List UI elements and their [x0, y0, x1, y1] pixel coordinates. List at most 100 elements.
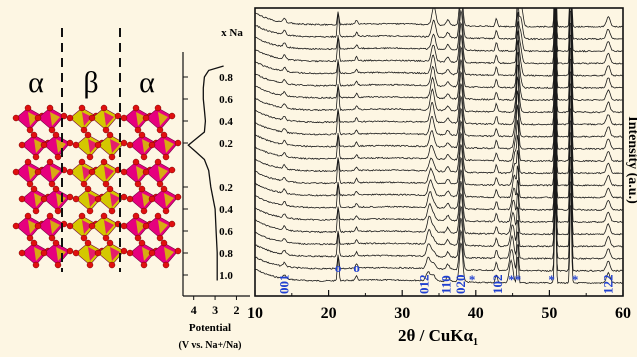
- structure-polyhedron-facet: [88, 139, 98, 153]
- xrd-x-tick-label: 20: [321, 305, 337, 322]
- structure-atom: [66, 114, 74, 122]
- structure-atom: [40, 249, 48, 257]
- structure-polyhedron-facet: [50, 112, 60, 126]
- structure-atom: [54, 207, 62, 215]
- structure-atom: [60, 112, 68, 120]
- structure-atom: [108, 153, 116, 161]
- xrd-pattern-trace: [255, 70, 623, 163]
- structure-atom: [72, 195, 80, 203]
- structure-atom: [140, 153, 148, 161]
- structure-atom: [120, 247, 128, 255]
- xrd-pattern-trace: [255, 119, 623, 212]
- structure-atom: [30, 185, 38, 193]
- structure-atom: [120, 193, 128, 201]
- structure-atom: [102, 180, 110, 188]
- potential-y-axis-label: x Na: [221, 27, 243, 39]
- structure-atom: [34, 222, 42, 230]
- structure-atom: [84, 239, 92, 247]
- structure-atom: [148, 249, 156, 257]
- structure-atom: [174, 193, 182, 201]
- structure-atom: [46, 212, 54, 220]
- xrd-pattern-trace: [255, 144, 623, 236]
- structure-atom: [162, 153, 170, 161]
- structure-atom: [52, 131, 60, 139]
- structure-atom: [138, 185, 146, 193]
- impurity-marker-star: *: [469, 272, 476, 287]
- impurity-marker-star: **: [508, 272, 521, 287]
- potential-x-axis-unit: (V vs. Na+/Na): [178, 340, 241, 351]
- structure-atom: [80, 180, 88, 188]
- structure-atom: [32, 261, 40, 269]
- structure-atom: [24, 158, 32, 166]
- miller-index-label: 001: [276, 275, 291, 295]
- xrd-pattern-trace: [255, 8, 623, 65]
- potential-y-tick-label: 0.6: [219, 94, 233, 106]
- potential-y-tick-label: 0.6: [219, 226, 233, 238]
- xrd-pattern-trace: [255, 9, 623, 102]
- structure-polyhedron-facet: [158, 166, 168, 180]
- structure-atom: [142, 114, 150, 122]
- miller-index-label: 102: [490, 275, 505, 295]
- structure-atom: [66, 193, 74, 201]
- structure-polyhedron-facet: [34, 247, 44, 261]
- structure-atom: [46, 104, 54, 112]
- potential-y-tick-label: 0.4: [219, 204, 233, 216]
- structure-atom: [32, 153, 40, 161]
- xrd-pattern-trace: [255, 83, 623, 175]
- structure-atom: [160, 185, 168, 193]
- potential-y-tick-label: 0.4: [219, 116, 233, 128]
- miller-index-label: 012: [416, 275, 431, 295]
- structure-atom: [134, 180, 142, 188]
- structure-polyhedron-facet: [110, 247, 120, 261]
- structure-atom: [18, 195, 26, 203]
- structure-atom: [140, 261, 148, 269]
- structure-atom: [18, 141, 26, 149]
- phase-label-alpha-right: α: [139, 66, 155, 99]
- structure-atom: [78, 212, 86, 220]
- structure-atom: [52, 185, 60, 193]
- potential-plot: x Na 0.8 0.6 0.4 0.2 0.2 0.4 0.6 0.8 1.0 4 3 2 Pot…: [178, 27, 250, 351]
- xrd-y-axis-label: Intensity (a.u.): [625, 116, 637, 204]
- structure-polyhedron-facet: [34, 139, 44, 153]
- potential-x-tick-label: 4: [191, 303, 197, 317]
- structure-atom: [100, 104, 108, 112]
- potential-y-tick-label: 0.8: [219, 248, 233, 260]
- structure-atom: [154, 158, 162, 166]
- structure-atom: [160, 131, 168, 139]
- structure-polyhedron-facet: [28, 220, 38, 234]
- xrd-pattern-trace: [255, 46, 623, 138]
- structure-atom: [156, 126, 164, 134]
- structure-atom: [162, 261, 170, 269]
- phase-label-alpha-left: α: [28, 66, 44, 99]
- structure-atom: [94, 195, 102, 203]
- structure-atom: [12, 114, 20, 122]
- xrd-pattern-trace: [255, 8, 623, 53]
- structure-atom: [126, 141, 134, 149]
- structure-atom: [108, 261, 116, 269]
- xrd-pattern-trace: [255, 8, 623, 41]
- potential-x-axis-label: Potential: [189, 322, 231, 334]
- structure-atom: [174, 139, 182, 147]
- structure-polyhedron-facet: [88, 193, 98, 207]
- structure-atom: [156, 234, 164, 242]
- structure-atom: [48, 180, 56, 188]
- structure-atom: [168, 166, 176, 174]
- xrd-x-tick-label: 60: [615, 305, 631, 322]
- structure-polyhedron-facet: [82, 220, 92, 234]
- structure-atom: [100, 212, 108, 220]
- structure-atom: [54, 261, 62, 269]
- structure-atom: [114, 112, 122, 120]
- structure-atom: [88, 114, 96, 122]
- structure-atom: [66, 168, 74, 176]
- xrd-x-tick-label: 50: [541, 305, 557, 322]
- structure-atom: [12, 168, 20, 176]
- crystal-structure-illustration: α β α: [12, 28, 182, 272]
- xrd-pattern-trace: [255, 107, 623, 199]
- structure-atom: [72, 249, 80, 257]
- structure-atom: [106, 185, 114, 193]
- structure-atom: [24, 104, 32, 112]
- structure-atom: [48, 126, 56, 134]
- potential-x-tick-label: 3: [212, 303, 218, 317]
- structure-atom: [66, 139, 74, 147]
